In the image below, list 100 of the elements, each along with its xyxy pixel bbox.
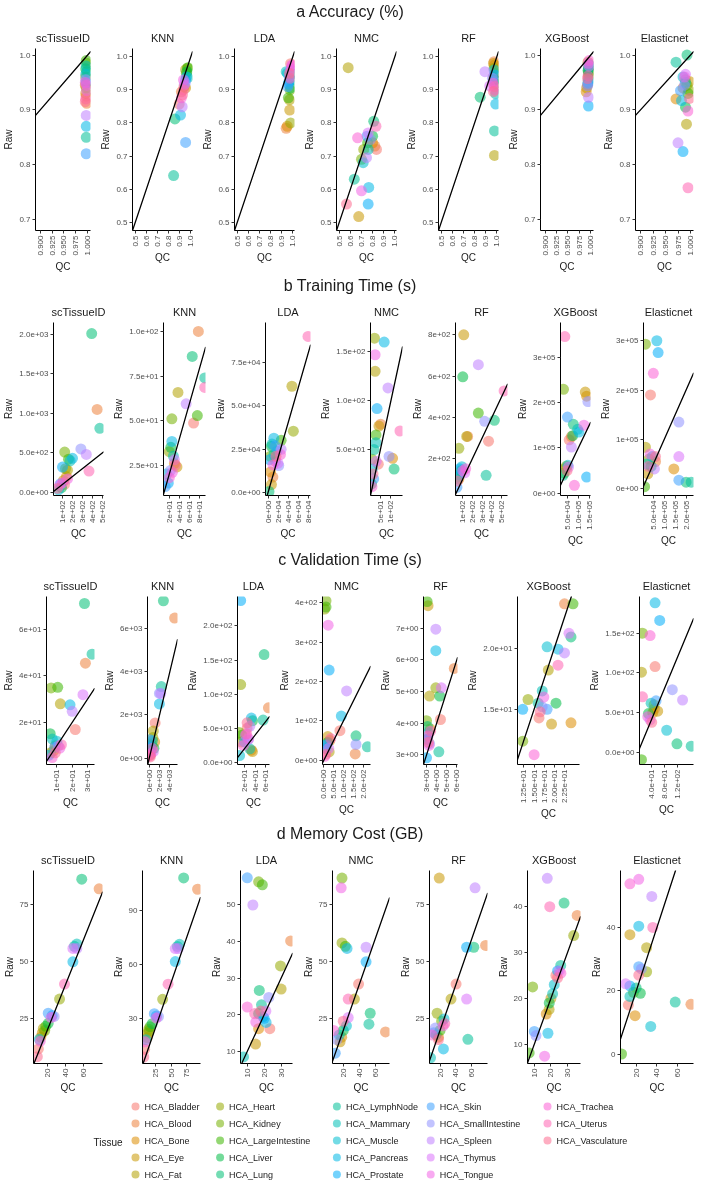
text: a Accuracy (%) (296, 2, 404, 22)
y-tick-label: 3e+02 (295, 637, 319, 647)
y-tick-label: 1.0 (524, 50, 537, 60)
legend-label: HCA_Bone (144, 1135, 190, 1146)
y-tick-label: 2e+03 (120, 710, 144, 720)
y-tick-label: 2.5e+04 (231, 444, 262, 454)
y-tick-label: 0.0e+00 (231, 488, 262, 498)
y-tick-label: 2e+05 (616, 385, 640, 395)
x-tick-label: 1e+02 (458, 499, 468, 523)
x-tick-label: 0.8 (368, 234, 378, 247)
x-tick-label: 1.25e+01 (519, 768, 529, 804)
y-tick-label: 0.9 (218, 85, 231, 95)
legend-label: HCA_Lung (229, 1169, 274, 1180)
y-axis-title: Raw (279, 669, 291, 691)
legend-label: HCA_Bladder (144, 1101, 200, 1112)
x-tick-label: 30 (563, 1067, 573, 1078)
y-tick-label: 0.9 (19, 105, 32, 115)
x-tick-label: 0.9 (175, 234, 185, 247)
x-tick-label: 6e+04 (293, 499, 303, 523)
x-axis-title: QC (649, 1082, 665, 1094)
y-tick-label: 0.7 (320, 151, 333, 161)
chart-title: scTissueID (36, 31, 91, 44)
chart-title: LDA (255, 853, 278, 866)
x-tick-label: 0.900 (540, 234, 550, 256)
y-axis-title: Raw (3, 128, 15, 150)
x-axis-title: QC (155, 251, 170, 263)
y-axis-title: Raw (187, 669, 199, 691)
y-tick-label: 6e+01 (19, 624, 43, 634)
y-tick-label: 0e+00 (120, 753, 144, 763)
chart-title: scTissueID (51, 305, 106, 318)
y-tick-label: 5.0e+01 (203, 723, 234, 733)
x-tick-label: 3e+02 (78, 499, 87, 523)
x-axis-title: QC (177, 527, 192, 539)
x-tick-label: 2e+02 (468, 499, 478, 523)
x-tick-label: 0.925 (551, 234, 561, 256)
legend-label: HCA_Pancreas (345, 1152, 409, 1163)
y-tick-label: 1.0 (19, 50, 32, 60)
x-tick-label: 2e+02 (68, 499, 77, 523)
x-tick-label: 60 (467, 1067, 477, 1078)
legend-label: HCA_SmallIntestine (439, 1118, 521, 1129)
y-tick-label: 0.8 (116, 118, 129, 128)
chart-title: Elasticnet (633, 853, 681, 866)
x-tick-label: 1.5e+05 (670, 499, 680, 530)
x-tick-label: 0.950 (661, 234, 670, 256)
x-axis-title: QC (451, 1082, 466, 1094)
x-axis-title: QC (379, 527, 394, 539)
y-tick-label: 0.7 (218, 151, 231, 161)
y-axis-title: Raw (302, 956, 314, 977)
legend-label: HCA_Trachea (556, 1101, 614, 1112)
y-tick-label: 2e+02 (428, 453, 452, 463)
x-tick-label: 1.50e+01 (529, 768, 539, 804)
y-tick-label: 0.5 (116, 217, 129, 227)
y-tick-label: 0.6 (422, 184, 435, 194)
x-axis-title: QC (659, 803, 674, 815)
y-axis-title: Raw (202, 128, 214, 150)
y-tick-label: 2.0e+02 (203, 621, 234, 631)
x-tick-label: 0.900 (35, 234, 45, 256)
y-tick-label: 0e+00 (295, 755, 319, 765)
y-tick-label: 0e+00 (616, 484, 640, 494)
y-axis-title: Raw (600, 398, 612, 419)
legend-label: HCA_Uterus (556, 1118, 608, 1129)
y-tick-label: 0.8 (619, 160, 632, 170)
y-tick-label: 0.9 (524, 105, 537, 115)
x-axis-title: QC (661, 534, 676, 546)
chart-title: NMC (333, 579, 360, 592)
text: c Validation Time (s) (278, 550, 422, 570)
y-tick-label: 0.6 (320, 184, 333, 194)
chart-title: KNN (172, 305, 197, 318)
x-tick-label: 2.0e+05 (681, 499, 691, 530)
y-tick-label: 3e+05 (533, 352, 557, 362)
y-tick-label: 1.5e+02 (336, 347, 367, 357)
x-tick-label: 40 (652, 1067, 662, 1078)
x-tick-label: 30 (276, 1067, 286, 1078)
chart-title: NMC (353, 31, 380, 44)
y-tick-label: 5.0e+04 (231, 401, 262, 411)
y-tick-label: 1.5e+01 (483, 704, 514, 714)
y-tick-label: 5.0e+01 (129, 416, 160, 426)
x-tick-label: 20 (259, 1067, 269, 1078)
y-tick-label: 75 (415, 900, 426, 910)
y-tick-label: 0.9 (116, 85, 129, 95)
y-tick-label: 0.8 (320, 118, 333, 128)
x-tick-label: 4e+03 (165, 768, 175, 792)
x-tick-label: 0.9 (277, 234, 287, 247)
chart-title: KNN (159, 853, 184, 866)
y-tick-label: 1.0 (320, 52, 333, 62)
x-tick-label: 40 (60, 1067, 70, 1078)
x-tick-label: 75 (182, 1067, 192, 1078)
y-tick-label: 5e+00 (396, 687, 420, 697)
y-tick-label: 1.0e+02 (605, 668, 636, 678)
legend-label: HCA_Prostate (345, 1169, 404, 1180)
y-tick-label: 2.5e+01 (129, 460, 160, 470)
y-tick-label: 0.9 (619, 105, 632, 115)
y-tick-label: 0.8 (524, 160, 537, 170)
legend-label: HCA_Kidney (229, 1118, 282, 1129)
y-tick-label: 75 (318, 900, 329, 910)
y-tick-label: 20 (226, 1010, 237, 1020)
y-tick-label: 25 (19, 1014, 30, 1024)
y-tick-label: 7.5e+01 (129, 371, 160, 381)
x-tick-label: 1e+02 (58, 499, 67, 523)
y-tick-label: 1.0 (422, 52, 435, 62)
